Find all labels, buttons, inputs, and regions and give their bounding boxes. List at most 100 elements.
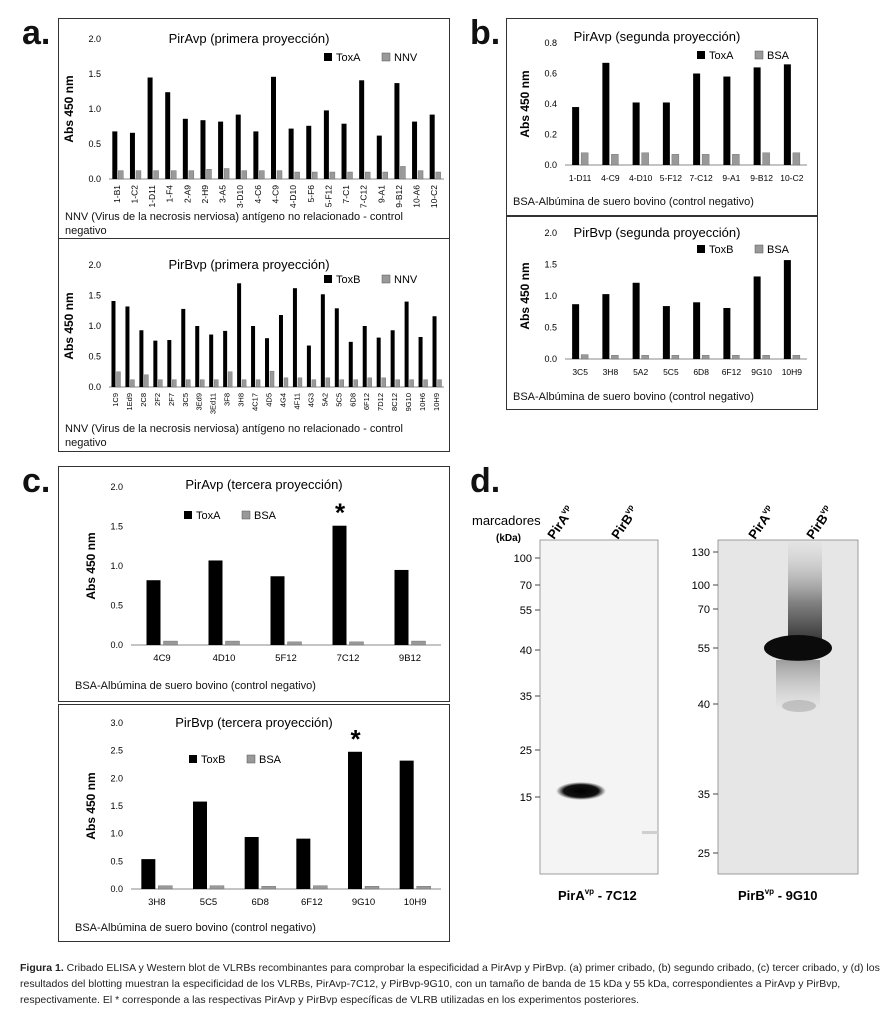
chart-pirB-third: PirBvp (tercera proyección) Abs 450 nm 0.0…	[84, 715, 441, 908]
x-tick-label: 3F8	[223, 393, 232, 406]
blot1-lane-label-pirB: PirBvp	[607, 503, 641, 542]
bar-toxb	[278, 315, 283, 387]
marker-label-55: 55	[698, 643, 710, 655]
svg-text:PirAvp: PirAvp	[543, 503, 577, 542]
y-tick-label: 2.0	[544, 228, 557, 238]
x-tick-label: 6F12	[301, 897, 323, 908]
chart-title: PirBvp (segunda proyección)	[574, 225, 741, 240]
bar-toxb	[181, 308, 186, 387]
chart-pirA-first: PirAvp (primera proyección) Abs 450 nm 0.0…	[62, 31, 444, 208]
bar-bsa	[641, 152, 649, 166]
bar-toxb	[193, 801, 207, 889]
x-tick-label: 10-A6	[412, 185, 422, 208]
bar-toxa	[200, 120, 206, 179]
bar-nnv	[382, 171, 388, 180]
x-tick-label: 9G10	[404, 393, 413, 411]
blot2-title: PirBvp - 9G10	[738, 887, 817, 903]
bar-toxb	[418, 336, 423, 387]
bar-toxb	[783, 260, 791, 359]
x-tick-label: 10H9	[432, 393, 441, 411]
bar-nnv	[417, 170, 424, 180]
x-tick-label: 10-C2	[780, 173, 803, 183]
legend-label-toxa: ToxA	[709, 50, 734, 62]
svg-text:PirBvp: PirBvp	[607, 503, 641, 542]
panel-c-bottom: PirBvp (tercera proyección) Abs 450 nm 0.0…	[58, 704, 450, 942]
significance-star: *	[350, 724, 361, 754]
x-tick-label: 3Ed9	[195, 393, 204, 411]
blot1-band-15kda	[556, 782, 606, 800]
y-tick-label: 1.0	[110, 829, 123, 839]
chart-note: NNV (Virus de la necrosis nerviosa) antí…	[65, 211, 403, 237]
bar-bsa	[364, 886, 380, 890]
x-tick-label: 4C17	[251, 393, 260, 411]
y-tick-label: 0.0	[88, 174, 101, 184]
legend-swatch-toxb	[697, 245, 705, 253]
chart-note: BSA-Albúmina de suero bovino (control ne…	[513, 196, 754, 208]
bar-nnv	[259, 170, 265, 180]
marker-label-25: 25	[520, 745, 532, 757]
bar-bsa	[580, 354, 589, 360]
bar-bsa	[313, 885, 328, 890]
bar-toxb	[223, 330, 228, 387]
bar-bsa	[732, 355, 740, 360]
bar-toxb	[111, 300, 116, 387]
western-blot-panel: marcadores (kDa) PirAvp PirBvp PirAvp Pi…	[470, 500, 890, 920]
x-tick-label: 1-D11	[569, 173, 592, 183]
legend-label-bsa: BSA	[767, 244, 790, 256]
y-tick-label: 0.5	[110, 601, 123, 611]
x-tick-label: 4-C6	[253, 185, 263, 204]
legend-swatch-toxa	[324, 53, 332, 61]
y-tick-label: 2.0	[88, 34, 101, 44]
x-tick-label: 2-A9	[182, 185, 192, 203]
x-tick-label: 1Ed9	[125, 393, 134, 411]
bar-toxa	[165, 92, 171, 179]
bar-bsa	[349, 641, 364, 646]
x-tick-label: 3C5	[181, 393, 190, 407]
bar-toxb	[141, 859, 156, 889]
x-tick-label: 5C5	[200, 897, 217, 908]
y-tick-label: 0.0	[110, 884, 123, 894]
marker-label-100: 100	[692, 580, 710, 592]
legend-label-nnv: NNV	[394, 52, 418, 64]
blot2-faint-band	[782, 700, 816, 712]
x-tick-label: 5F12	[275, 653, 297, 664]
y-tick-label: 1.5	[544, 260, 557, 270]
bar-toxa	[332, 525, 347, 645]
bar-nnv	[188, 170, 195, 180]
bar-nnv	[135, 170, 142, 180]
chart-note: NNV (Virus de la necrosis nerviosa) antí…	[65, 423, 403, 449]
marker-label-40: 40	[520, 645, 532, 657]
bar-nnv	[223, 168, 230, 180]
legend-label-toxb: ToxB	[709, 244, 733, 256]
marker-label-55: 55	[520, 605, 532, 617]
chart-title: PirAvp (primera proyección)	[169, 31, 330, 46]
x-tick-label: 3H8	[237, 393, 246, 407]
bar-toxa	[632, 102, 640, 165]
x-tick-label: 4-D10	[629, 173, 652, 183]
x-tick-label: 5A2	[633, 367, 648, 377]
bar-nnv	[213, 379, 219, 388]
bar-bsa	[287, 641, 302, 646]
y-tick-label: 0.0	[544, 354, 557, 364]
x-tick-label: 9-B12	[394, 185, 404, 208]
blot1-marker-ticks: 100 70 55 40 35 25 15	[514, 553, 540, 804]
bar-nnv	[158, 379, 163, 388]
x-tick-label: 1-F4	[165, 185, 175, 203]
panel-c-top: PirAvp (tercera proyección) Abs 450 nm 0.0…	[58, 466, 450, 702]
y-axis-label: Abs 450 nm	[518, 70, 532, 137]
svg-text:PirBvp: PirBvp	[802, 503, 836, 542]
bar-nnv	[367, 377, 372, 388]
bar-toxa	[359, 80, 365, 179]
bar-nnv	[437, 379, 442, 388]
y-tick-label: 0.2	[544, 130, 557, 140]
chart-title: PirAvp (tercera proyección)	[185, 477, 342, 492]
panel-a-top: PirAvp (primera proyección) Abs 450 nm 0.0…	[58, 18, 450, 240]
bar-toxb	[753, 276, 761, 359]
chart-pirA-third: PirAvp (tercera proyección) Abs 450 nm 0.0…	[84, 477, 441, 664]
panel-letter-a: a.	[22, 14, 51, 52]
bar-nnv	[186, 379, 191, 388]
y-axis-label: Abs 450 nm	[84, 532, 98, 599]
x-tick-label: 5A2	[320, 393, 329, 406]
bar-nnv	[130, 379, 135, 388]
bar-bsa	[158, 885, 173, 890]
